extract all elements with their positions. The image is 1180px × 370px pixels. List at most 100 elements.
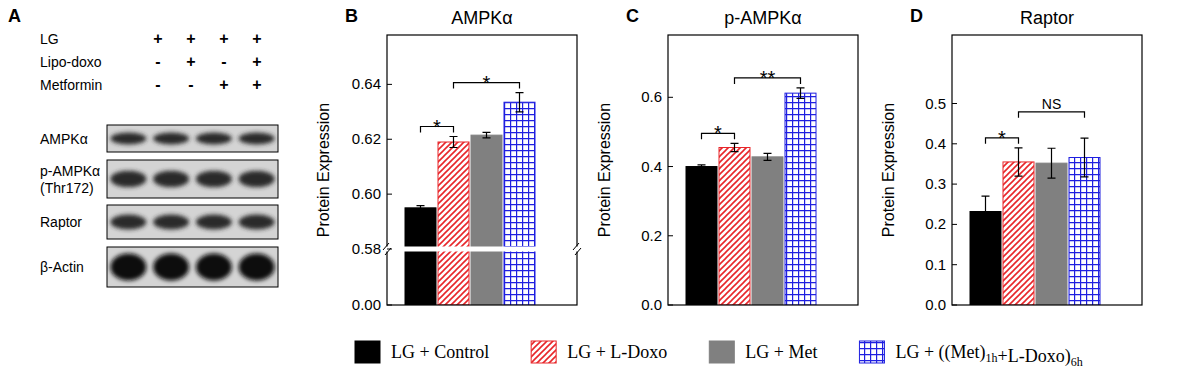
condition-sign: -	[188, 76, 193, 93]
figure: ALG++++Lipo-doxo-+-+Metformin--++AMPKαp-…	[0, 0, 1180, 370]
y-tick	[952, 224, 957, 225]
blot-strip	[107, 205, 278, 239]
condition-label: Metformin	[40, 77, 102, 93]
break-mark	[383, 243, 391, 255]
y-tick	[387, 84, 392, 85]
significance-bracket	[1019, 112, 1085, 118]
chart-title: AMPKα	[451, 8, 512, 28]
legend-label: LG + Met	[745, 342, 817, 362]
y-tick-label: 0.5	[925, 95, 946, 112]
y-tick-label: 0.4	[925, 135, 946, 152]
axis-break	[381, 247, 583, 252]
error-bar	[731, 143, 739, 151]
blot-band	[239, 133, 275, 145]
plot-frame	[668, 35, 858, 305]
legend-text: LG + Met	[745, 342, 817, 362]
blot-strip	[107, 247, 278, 287]
bar	[438, 142, 469, 305]
y-tick-label: 0.58	[352, 240, 381, 257]
condition-sign: -	[155, 53, 160, 70]
y-tick	[387, 249, 392, 250]
y-tick-label: 0.64	[352, 75, 381, 92]
error-bar	[516, 93, 524, 112]
legend-label: LG + L-Doxo	[567, 342, 667, 362]
protein-label-line: β-Actin	[40, 259, 84, 275]
y-tick-label: 0.2	[641, 227, 662, 244]
legend-text: LG + Control	[391, 342, 489, 362]
legend-label: LG + ((Met)1h+L-Doxo)6h	[895, 342, 1082, 369]
error-bar	[982, 196, 990, 227]
error-bar	[417, 206, 425, 210]
blot-band	[110, 253, 146, 280]
y-tick	[952, 184, 957, 185]
y-axis-label: Protein Expression	[315, 103, 332, 237]
significance-label: NS	[1042, 96, 1061, 112]
legend-subscript: 1h	[986, 351, 998, 365]
bar	[686, 167, 717, 305]
y-tick	[952, 305, 957, 306]
plot-frame	[952, 35, 1142, 305]
y-tick-label: 0.0	[641, 296, 662, 313]
significance-label: *	[998, 127, 1006, 149]
plot-area	[970, 138, 1100, 305]
legend-swatch	[531, 341, 556, 363]
panel-label: D	[910, 6, 923, 26]
y-tick	[952, 143, 957, 144]
error-bar	[483, 132, 491, 137]
condition-sign: +	[186, 30, 195, 47]
bar	[752, 157, 783, 305]
blot-strip	[107, 160, 278, 198]
blot-band	[110, 133, 146, 145]
error-bar	[1048, 148, 1056, 178]
bar	[1069, 158, 1100, 305]
y-tick	[387, 194, 392, 195]
y-tick-label: 0.4	[641, 158, 662, 175]
y-tick-label: 0.2	[925, 215, 946, 232]
condition-sign: -	[221, 53, 226, 70]
blot-band	[196, 253, 232, 280]
y-tick-label: 0.3	[925, 175, 946, 192]
y-tick	[668, 305, 673, 306]
chart-panel: DRaptorProtein Expression0.00.10.20.30.4…	[880, 6, 1142, 313]
legend-swatch	[355, 341, 380, 363]
blot-strip	[107, 125, 278, 152]
chart-panel: Cp-AMPKαProtein Expression0.00.20.40.6**…	[596, 6, 858, 313]
condition-sign: +	[219, 76, 228, 93]
legend-text: LG + L-Doxo	[567, 342, 667, 362]
error-bar	[450, 137, 458, 148]
blot-band	[196, 215, 232, 230]
condition-sign: +	[252, 76, 261, 93]
bar	[719, 148, 750, 306]
blot-band	[110, 171, 146, 188]
y-tick	[952, 264, 957, 265]
condition-label: Lipo-doxo	[40, 54, 102, 70]
y-tick-label: 0.60	[352, 185, 381, 202]
bar	[1036, 163, 1067, 305]
protein-label-line: (Thr172)	[40, 180, 94, 196]
legend-text: +L-Doxo	[998, 346, 1065, 366]
y-tick-label: 0.1	[925, 256, 946, 273]
significance-label: *	[714, 122, 722, 144]
legend-subscript: 6h	[1071, 355, 1083, 369]
significance-label: *	[483, 72, 491, 94]
blot-band	[239, 253, 275, 280]
bar	[405, 208, 436, 305]
y-tick	[668, 97, 673, 98]
error-bar	[797, 88, 805, 98]
protein-label: β-Actin	[40, 259, 84, 275]
protein-label: AMPKα	[40, 131, 88, 147]
y-tick	[952, 103, 957, 104]
panel-label: C	[626, 6, 639, 26]
protein-label: p-AMPKα(Thr172)	[40, 163, 100, 196]
plot-area	[405, 93, 535, 305]
blot-band	[153, 215, 189, 230]
blot-band	[239, 215, 275, 230]
protein-label-line: Raptor	[40, 214, 82, 230]
y-tick-label: 0.62	[352, 130, 381, 147]
y-axis-label: Protein Expression	[880, 103, 897, 237]
blot-band	[153, 171, 189, 188]
blot-band	[153, 133, 189, 145]
break-mark	[573, 243, 581, 255]
error-bar	[1015, 148, 1023, 176]
condition-sign: +	[186, 53, 195, 70]
